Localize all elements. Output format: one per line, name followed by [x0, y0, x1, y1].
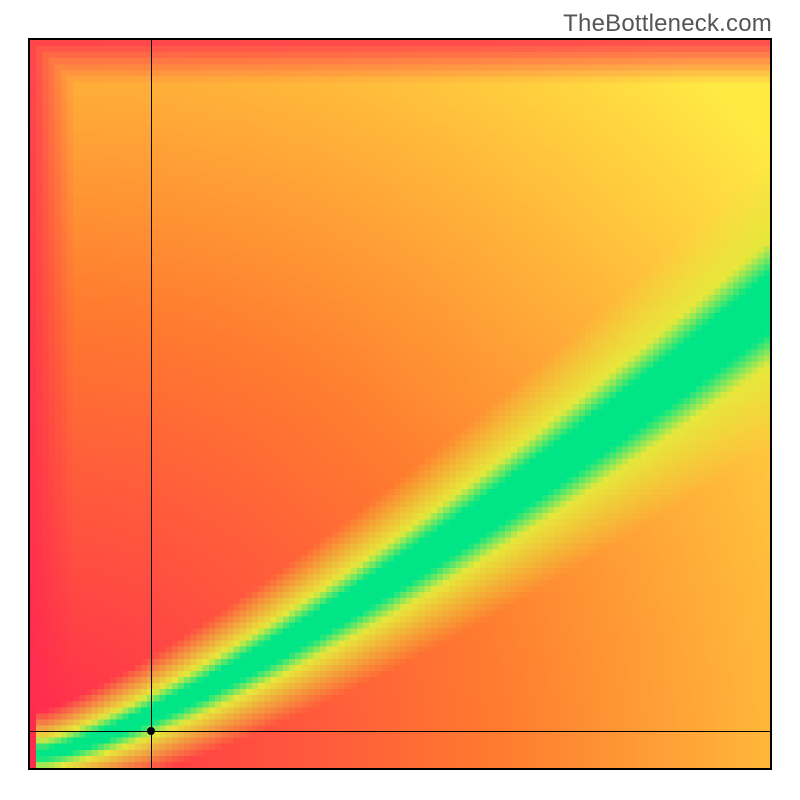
watermark-text: TheBottleneck.com — [563, 10, 772, 38]
crosshair-point — [147, 727, 155, 735]
crosshair-horizontal — [30, 731, 770, 732]
heatmap-plot-area — [28, 38, 772, 770]
crosshair-vertical — [151, 40, 152, 768]
heatmap-canvas — [30, 40, 770, 768]
